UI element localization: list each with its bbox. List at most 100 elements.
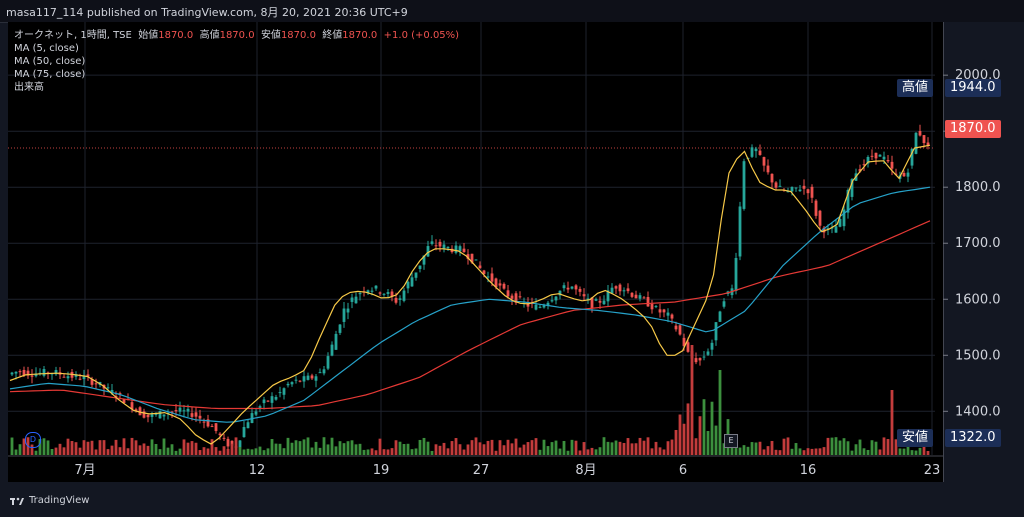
- candle-body: [454, 245, 458, 253]
- candle-body: [30, 375, 34, 377]
- candle-body: [442, 244, 446, 249]
- volume-bar: [746, 446, 750, 455]
- candle-body: [134, 409, 138, 411]
- volume-bar: [214, 447, 218, 455]
- volume-bar: [298, 441, 302, 455]
- time-tick-label: 19: [373, 463, 390, 478]
- volume-bar: [226, 448, 230, 455]
- volume-bar: [798, 448, 802, 455]
- candle-body: [506, 290, 510, 297]
- volume-bar: [354, 444, 358, 455]
- volume-bar: [914, 450, 918, 455]
- chart-pane[interactable]: [8, 22, 943, 482]
- legend-ma75[interactable]: MA (75, close): [14, 69, 86, 80]
- volume-bar: [550, 442, 554, 455]
- candle-body: [486, 276, 490, 278]
- volume-bar: [138, 445, 142, 455]
- volume-bar: [482, 444, 486, 455]
- volume-bar: [430, 450, 434, 455]
- volume-bar: [242, 449, 246, 455]
- legend-close-value: 1870.0: [342, 30, 378, 41]
- candle-body: [282, 388, 286, 395]
- candle-body: [770, 173, 774, 183]
- volume-bar: [586, 449, 590, 455]
- candle-body: [462, 248, 466, 253]
- candle-body: [22, 369, 26, 376]
- candle-body: [618, 284, 622, 292]
- candle-body: [570, 286, 574, 289]
- volume-bar: [274, 443, 278, 455]
- candle-body: [846, 189, 850, 213]
- dividend-marker[interactable]: D: [25, 432, 41, 448]
- candle-body: [422, 255, 426, 265]
- candle-body: [382, 293, 386, 295]
- price-scale[interactable]: [943, 22, 1024, 482]
- candle-body: [426, 246, 430, 257]
- volume-bar: [134, 440, 138, 455]
- candle-body: [334, 333, 338, 350]
- legend-volume[interactable]: 出来高: [14, 82, 44, 93]
- volume-bar: [558, 448, 562, 455]
- volume-bar: [486, 440, 490, 455]
- volume-bar: [310, 447, 314, 455]
- candle-body: [374, 285, 378, 289]
- volume-bar: [790, 448, 794, 455]
- candle-body: [86, 374, 90, 377]
- candle-body: [850, 179, 854, 197]
- candle-body: [186, 408, 190, 412]
- volume-bar: [662, 449, 666, 455]
- legend-ma5[interactable]: MA (5, close): [14, 43, 79, 54]
- legend-ma50[interactable]: MA (50, close): [14, 56, 86, 67]
- candle-body: [742, 161, 746, 209]
- tradingview-logo-text: TradingView: [29, 495, 90, 506]
- volume-bar: [534, 438, 538, 455]
- candle-body: [918, 131, 922, 136]
- legend-change: +1.0 (+0.05%): [383, 30, 460, 41]
- volume-bar: [814, 448, 818, 455]
- candle-body: [910, 148, 914, 166]
- candle-body: [630, 292, 634, 297]
- volume-bar: [50, 448, 54, 455]
- price-tick-label: 1500.0: [955, 348, 1001, 363]
- volume-bar: [902, 448, 906, 455]
- volume-bar: [506, 439, 510, 455]
- volume-bar: [722, 443, 726, 455]
- candle-body: [14, 371, 18, 374]
- candle-body: [182, 410, 186, 412]
- volume-bar: [778, 450, 782, 455]
- tradingview-logo[interactable]: TradingView: [10, 495, 89, 506]
- candle-body: [590, 297, 594, 309]
- candle-body: [562, 285, 566, 289]
- candle-body: [198, 415, 202, 419]
- volume-bar: [894, 439, 898, 455]
- footer: [0, 482, 1024, 517]
- legend-high-value: 1870.0: [219, 30, 255, 41]
- volume-bar: [510, 443, 514, 455]
- volume-bar: [202, 447, 206, 455]
- legend-symbol[interactable]: オークネット, 1時間, TSE: [14, 30, 132, 41]
- volume-bar: [222, 446, 226, 455]
- volume-bar: [774, 449, 778, 455]
- candle-body: [766, 165, 770, 173]
- candle-body: [654, 306, 658, 308]
- volume-bar: [182, 439, 186, 455]
- volume-bar: [166, 447, 170, 455]
- volume-bar: [382, 449, 386, 455]
- earnings-marker[interactable]: E: [724, 434, 738, 448]
- volume-bar: [570, 439, 574, 455]
- volume-bar: [18, 444, 22, 455]
- candle-body: [922, 135, 926, 144]
- candle-body: [774, 182, 778, 188]
- volume-bar: [74, 442, 78, 455]
- volume-bar: [90, 440, 94, 455]
- candle-body: [586, 298, 590, 300]
- candle-body: [230, 440, 234, 446]
- volume-bar: [106, 449, 110, 455]
- candle-body: [890, 161, 894, 169]
- candle-body: [650, 303, 654, 310]
- volume-bar: [306, 437, 310, 455]
- volume-bar: [750, 442, 754, 455]
- volume-bar: [78, 447, 82, 455]
- candle-body: [370, 290, 374, 292]
- candle-body: [106, 387, 110, 389]
